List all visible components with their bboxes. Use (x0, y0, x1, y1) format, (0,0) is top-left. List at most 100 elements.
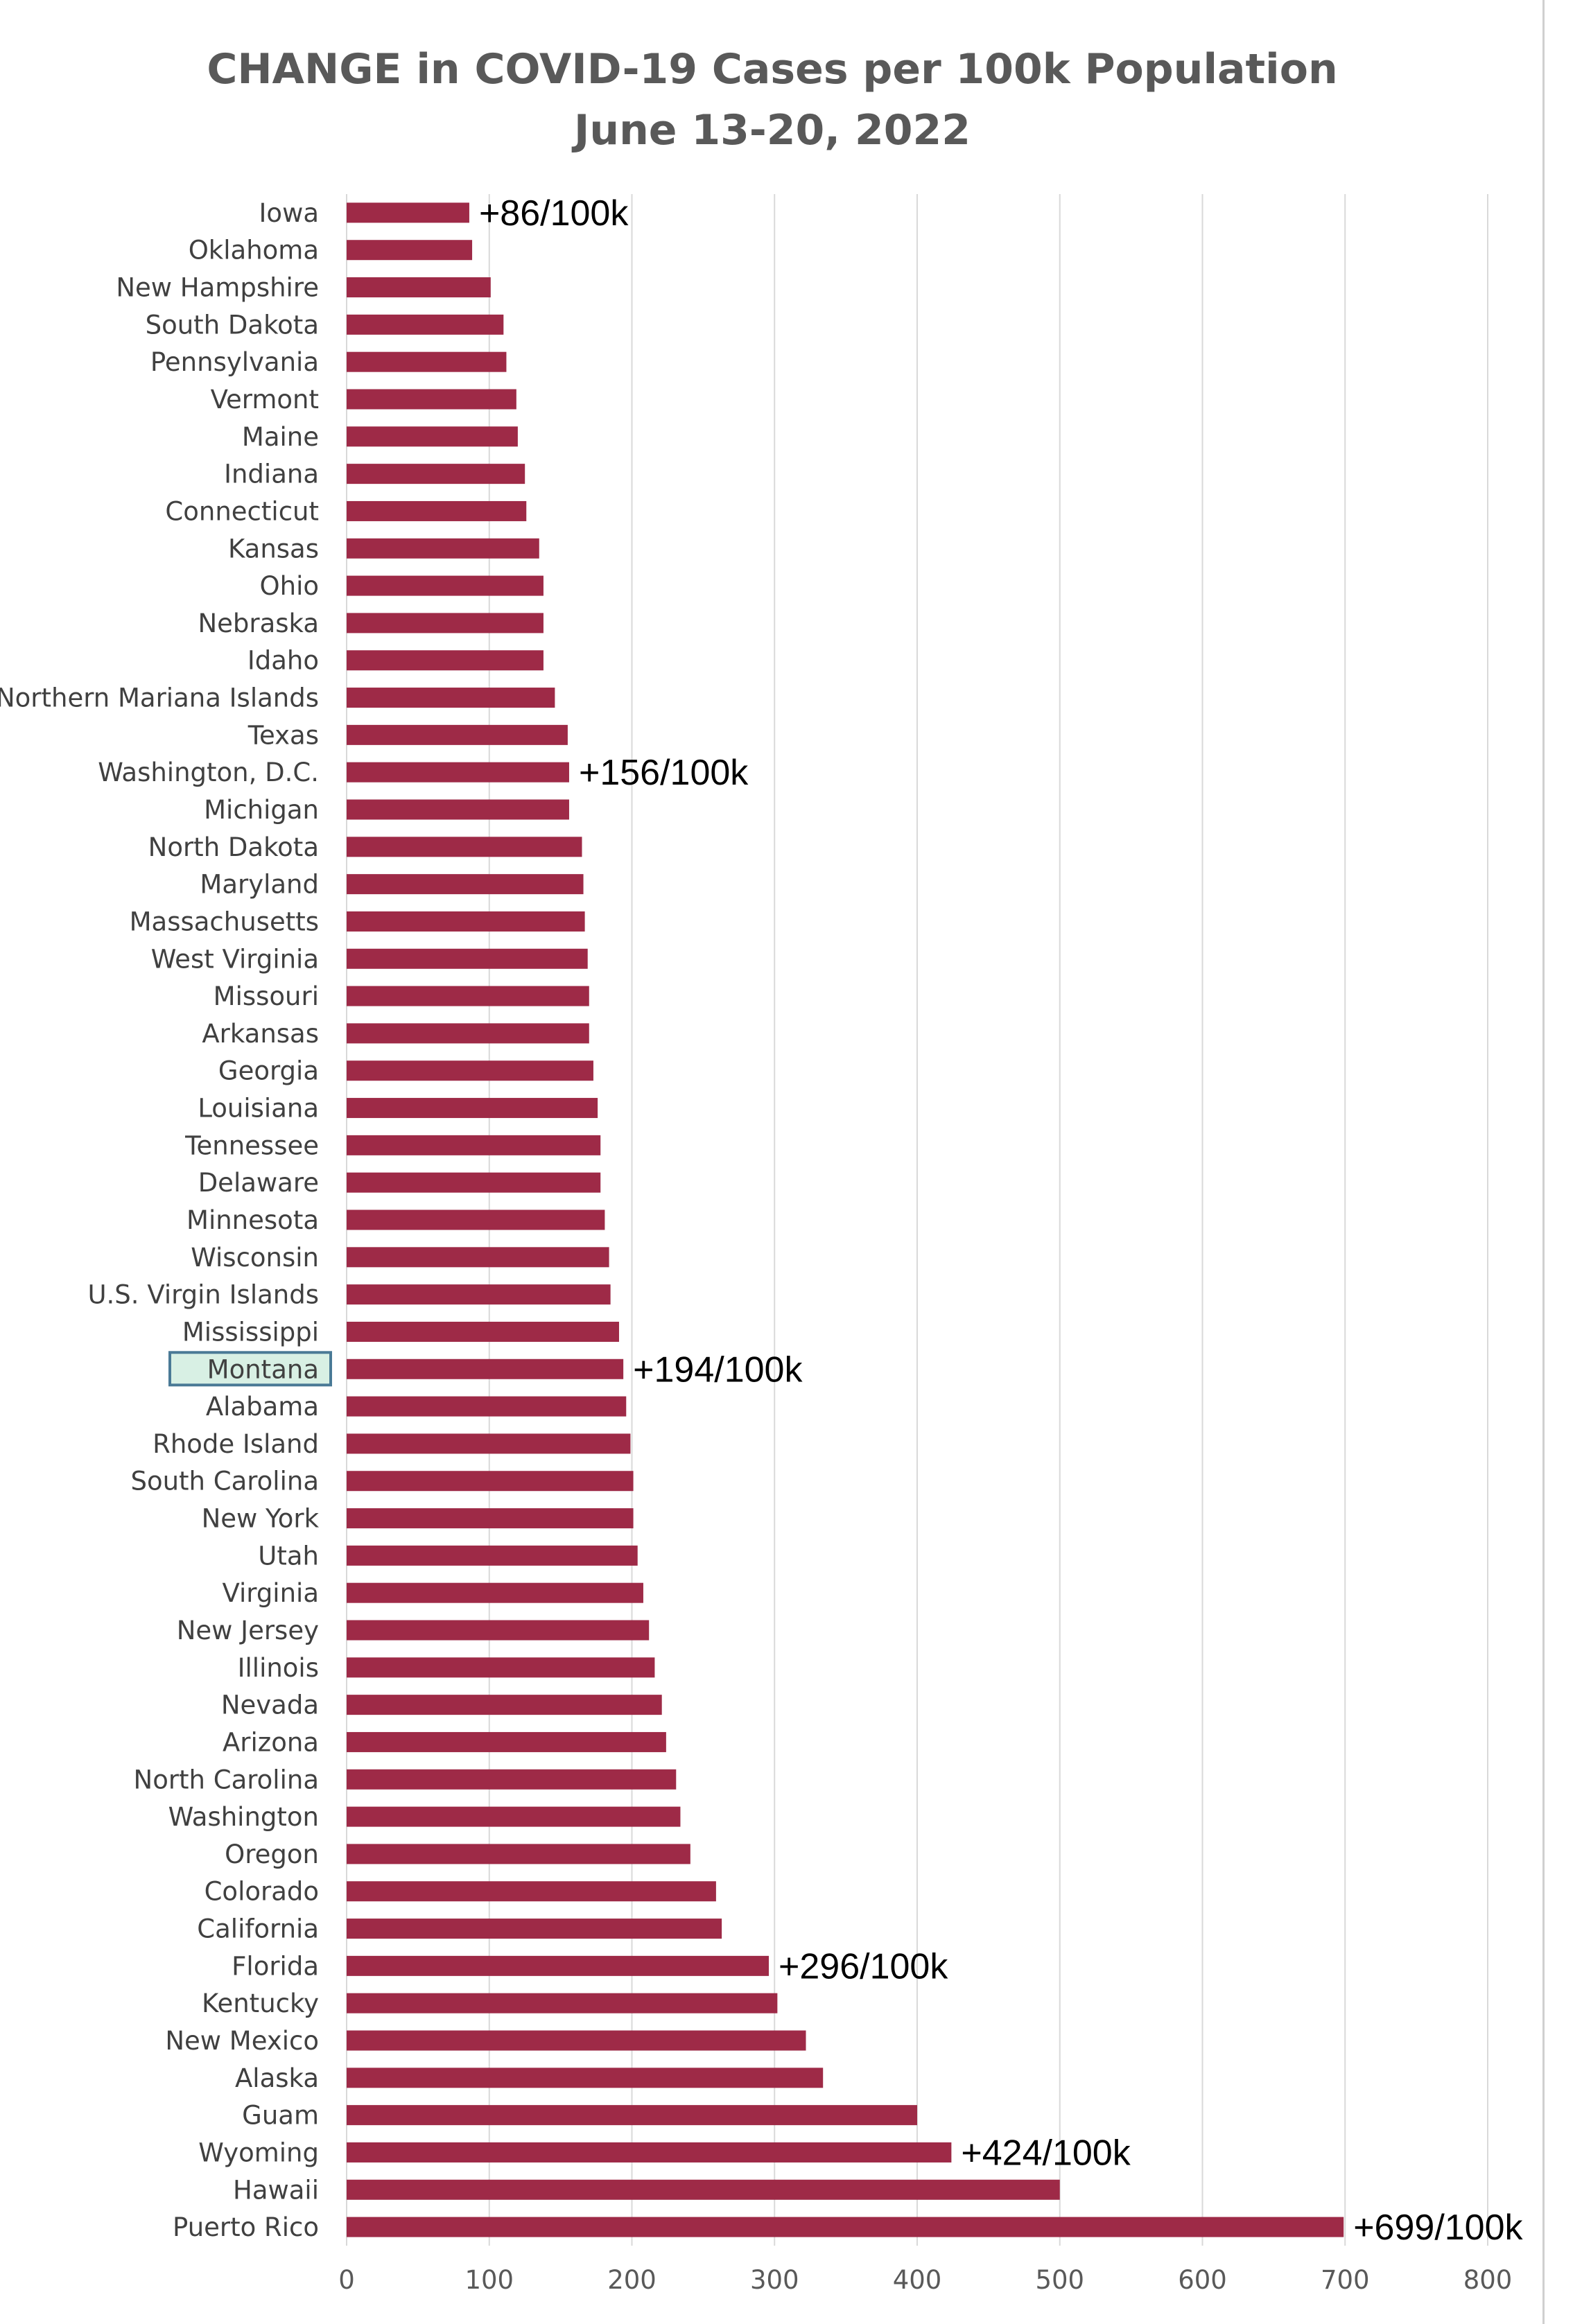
category-label: Nebraska (198, 609, 319, 638)
bar (347, 2217, 1344, 2237)
category-label: Nevada (221, 1690, 319, 1720)
category-label: Massachusetts (130, 907, 319, 936)
bar (347, 314, 504, 335)
x-tick-label: 200 (607, 2265, 657, 2295)
category-label: Indiana (224, 460, 319, 489)
bar (347, 613, 544, 634)
bar (347, 1993, 778, 2013)
category-label: New Hampshire (116, 273, 319, 303)
chart-subtitle: June 13-20, 2022 (574, 106, 971, 155)
category-label: Wisconsin (191, 1243, 319, 1273)
bar (347, 986, 589, 1006)
bar (347, 1769, 677, 1790)
x-tick-label: 400 (893, 2265, 942, 2295)
bar (347, 688, 555, 708)
data-label: +699/100k (1353, 2208, 1523, 2248)
data-label: +156/100k (579, 753, 749, 793)
category-label: South Dakota (146, 310, 319, 340)
bar (347, 2068, 824, 2088)
bar (347, 1284, 611, 1305)
category-label: Washington (168, 1802, 319, 1832)
x-tick-label: 0 (338, 2265, 355, 2295)
bar (347, 1919, 722, 1939)
category-label: West Virginia (151, 944, 319, 974)
bar (347, 837, 582, 857)
category-label: Mississippi (182, 1317, 319, 1347)
bar (347, 1396, 627, 1417)
category-label: Hawaii (233, 2175, 319, 2205)
x-tick-label: 800 (1463, 2265, 1513, 2295)
bar (347, 650, 544, 671)
bar (347, 762, 569, 783)
bar (347, 202, 469, 223)
category-label: New Mexico (165, 2026, 319, 2056)
bar (347, 1657, 655, 1678)
category-label: Montana (207, 1354, 319, 1384)
bar (347, 1695, 662, 1715)
bar (347, 1545, 638, 1566)
bar (347, 724, 568, 745)
category-label: New Jersey (177, 1616, 319, 1645)
category-label: Washington, D.C. (98, 758, 319, 787)
data-label: +86/100k (479, 193, 629, 234)
bar (347, 500, 527, 521)
chart-frame: CHANGE in COVID-19 Cases per 100k Popula… (0, 0, 1545, 2324)
bar (347, 389, 516, 410)
category-label: Tennessee (184, 1130, 319, 1160)
bar (347, 1060, 593, 1081)
bar (347, 1881, 716, 1902)
category-label: Connecticut (165, 496, 319, 526)
category-label: Maine (242, 422, 319, 452)
category-label: U.S. Virgin Islands (87, 1280, 319, 1310)
category-label: North Dakota (148, 832, 319, 862)
bar (347, 426, 518, 447)
x-tick-label: 300 (750, 2265, 799, 2295)
bar (347, 351, 507, 372)
bar (347, 464, 525, 484)
category-label: Michigan (204, 795, 319, 825)
bar (347, 1247, 609, 1268)
category-label: Colorado (205, 1877, 319, 1907)
category-label: Oklahoma (189, 236, 319, 265)
category-label: Pennsylvania (150, 347, 319, 377)
category-label: Wyoming (198, 2138, 319, 2167)
category-label: Arkansas (202, 1019, 319, 1049)
bar (347, 1358, 624, 1379)
category-label: Alabama (206, 1392, 319, 1422)
bar (347, 1508, 634, 1529)
data-label: +194/100k (633, 1349, 803, 1390)
bar (347, 538, 539, 559)
category-label: Florida (232, 1951, 319, 1981)
category-label: New York (202, 1504, 320, 1534)
bar (347, 575, 544, 596)
bar (347, 2142, 952, 2163)
bar (347, 1471, 634, 1492)
category-label: Northern Mariana Islands (0, 683, 319, 713)
category-label: California (197, 1914, 319, 1944)
bar (347, 1172, 601, 1193)
category-label: Kansas (228, 534, 319, 563)
x-tick-label: 600 (1178, 2265, 1227, 2295)
category-label: Arizona (223, 1727, 319, 1757)
category-label: Georgia (218, 1056, 319, 1086)
bar (347, 277, 491, 298)
bar (347, 1098, 598, 1119)
bar (347, 874, 584, 895)
category-label: Rhode Island (153, 1429, 319, 1459)
bar (347, 1321, 619, 1342)
category-label: Vermont (211, 385, 319, 414)
bar (347, 2030, 806, 2051)
bar (347, 948, 588, 969)
bar (347, 2105, 917, 2126)
category-label: Maryland (200, 870, 319, 900)
bar (347, 1955, 770, 1976)
category-label: Illinois (238, 1653, 319, 1683)
bar (347, 1731, 666, 1752)
category-label: Guam (242, 2101, 319, 2131)
bar (347, 1135, 601, 1155)
x-tick-label: 700 (1321, 2265, 1370, 2295)
bar (347, 1023, 589, 1044)
category-label: Ohio (260, 571, 320, 601)
chart-title: CHANGE in COVID-19 Cases per 100k Popula… (207, 45, 1338, 94)
category-label: Louisiana (198, 1094, 319, 1124)
